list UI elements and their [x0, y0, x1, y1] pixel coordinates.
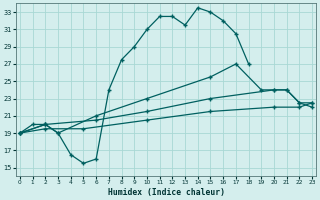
X-axis label: Humidex (Indice chaleur): Humidex (Indice chaleur) [108, 188, 225, 197]
